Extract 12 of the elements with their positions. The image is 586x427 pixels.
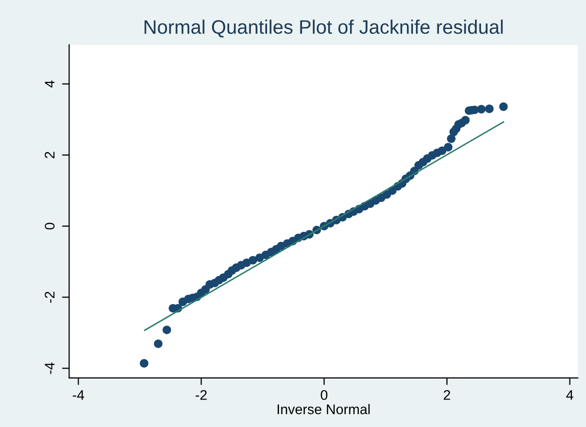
- chart-title: Normal Quantiles Plot of Jacknife residual: [144, 20, 503, 38]
- y-tick-label: -2: [44, 292, 54, 303]
- y-tick-label: -4: [44, 362, 54, 374]
- x-tick-label: 0: [320, 390, 328, 400]
- y-tick-label: 0: [44, 222, 55, 230]
- x-tick-label: -4: [72, 390, 84, 400]
- y-tick-label: 4: [44, 80, 54, 88]
- x-tick-label: -2: [196, 390, 207, 400]
- x-axis-title: Inverse Normal: [278, 404, 370, 414]
- y-tick-label: 2: [44, 152, 54, 158]
- x-tick-label: 4: [566, 390, 574, 400]
- x-tick-label: 2: [444, 390, 450, 400]
